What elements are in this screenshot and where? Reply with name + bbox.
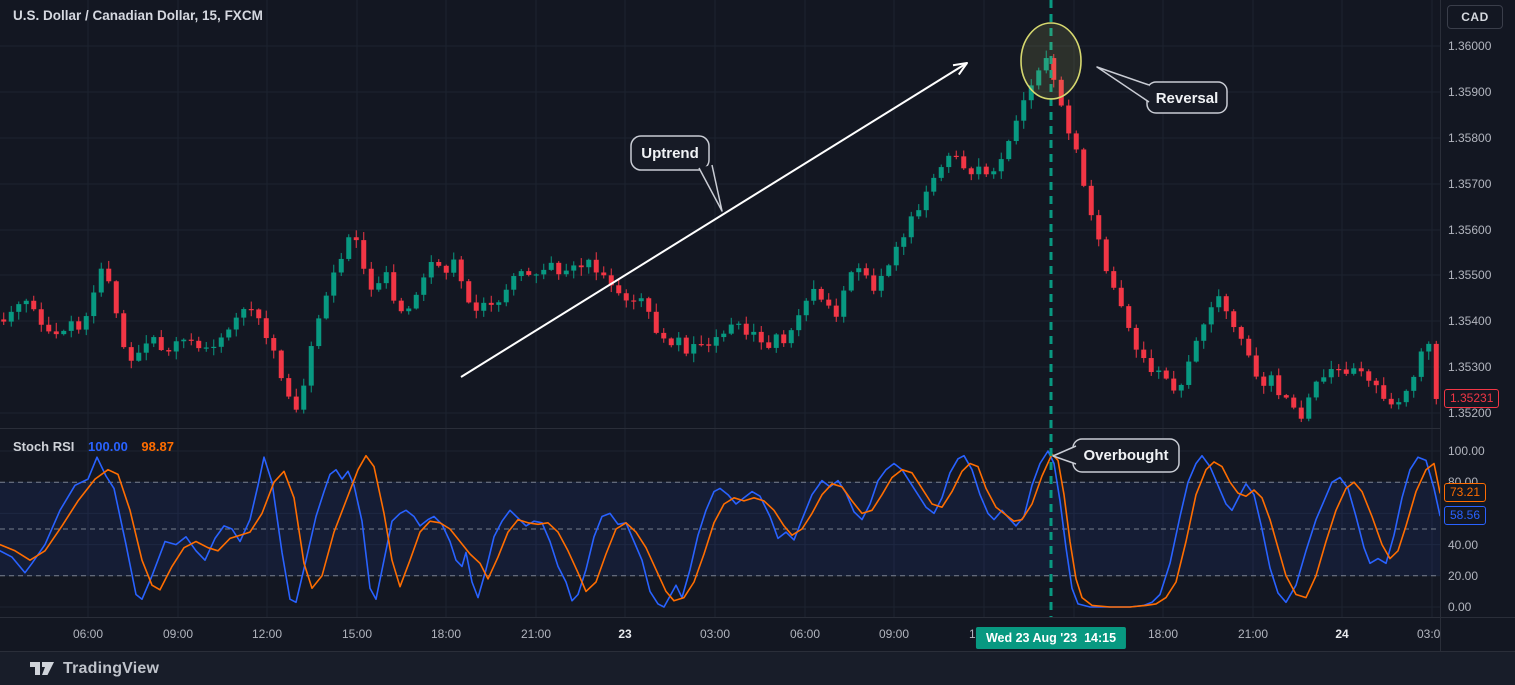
reversal-highlight-ellipse — [1020, 22, 1082, 100]
axis-corner — [1440, 617, 1515, 652]
candlestick-series — [1, 50, 1439, 423]
annotation-overbought-bubble[interactable]: Overbought — [1052, 438, 1180, 473]
rsi-legend-title: Stoch RSI — [13, 439, 75, 454]
reversal-bubble-tail — [1096, 66, 1150, 103]
rsi-k-badge: 58.56 — [1444, 506, 1487, 525]
stoch-rsi-series — [0, 450, 1440, 608]
uptrend-label: Uptrend — [641, 145, 699, 162]
time-axis-label: 06:00 — [72, 627, 104, 641]
time-axis-label: 09:00 — [162, 627, 194, 641]
currency-toggle-button[interactable]: CAD — [1447, 5, 1503, 29]
time-axis-label: 03:00 — [1416, 627, 1440, 641]
time-axis-label: 21:00 — [520, 627, 552, 641]
tradingview-logo-icon[interactable] — [30, 661, 55, 676]
rsi-d-badge: 73.21 — [1444, 483, 1487, 502]
time-axis-label: 12:00 — [251, 627, 283, 641]
uptrend-arrow-line — [460, 62, 968, 378]
overbought-label: Overbought — [1084, 447, 1169, 464]
reversal-label: Reversal — [1156, 90, 1219, 107]
price-axis-label: 1.35800 — [1448, 131, 1492, 145]
price-axis-label: 1.35200 — [1448, 406, 1492, 420]
time-axis-day-label: 24 — [1335, 627, 1349, 641]
annotation-reversal-bubble[interactable]: Reversal — [1096, 66, 1228, 114]
rsi-axis-label: 40.00 — [1448, 538, 1479, 552]
chart-canvas[interactable]: Uptrend Reversal Overbought — [0, 0, 1440, 651]
rsi-d-value: 98.87 — [141, 439, 174, 454]
last-price-badge: 1.35231 — [1444, 389, 1500, 408]
price-axis-label: 1.35300 — [1448, 360, 1492, 374]
pane-divider-main-rsi[interactable] — [0, 428, 1515, 429]
tradingview-brand-text[interactable]: TradingView — [63, 659, 160, 677]
annotation-uptrend-bubble[interactable]: Uptrend — [630, 135, 723, 212]
rsi-axis-label: 100.00 — [1448, 444, 1485, 458]
time-axis-day-label: 23 — [618, 627, 632, 641]
time-axis-label: 06:00 — [789, 627, 821, 641]
uptrend-bubble-tail — [698, 164, 723, 212]
time-axis-label: 15:00 — [341, 627, 373, 641]
price-axis-label: 1.36000 — [1448, 39, 1492, 53]
uptrend-arrow-head — [952, 62, 968, 76]
time-axis-label: 18:00 — [430, 627, 462, 641]
rsi-band — [0, 481, 1440, 577]
chart-drawings — [460, 0, 1082, 617]
price-axis-label: 1.35500 — [1448, 268, 1492, 282]
overbought-bubble-tail — [1052, 445, 1077, 465]
symbol-legend[interactable]: U.S. Dollar / Canadian Dollar, 15, FXCM — [13, 8, 263, 23]
rsi-legend[interactable]: Stoch RSI 100.00 98.87 — [13, 439, 174, 454]
price-axis[interactable]: CAD 1.36000 1.35900 1.35800 1.35700 1.35600 1… — [1440, 0, 1515, 651]
time-axis-label: 18:00 — [1147, 627, 1179, 641]
price-axis-label: 1.35700 — [1448, 177, 1492, 191]
event-time-badge: Wed 23 Aug '23 14:15 — [975, 627, 1127, 649]
time-axis[interactable]: Wed 23 Aug '23 14:15 06:00 09:00 12:00 15:0… — [0, 617, 1440, 652]
rsi-axis-label: 0.00 — [1448, 600, 1472, 614]
rsi-k-value: 100.00 — [88, 439, 128, 454]
symbol-title: U.S. Dollar / Canadian Dollar, 15, FXCM — [13, 8, 263, 23]
time-axis-label: 09:00 — [878, 627, 910, 641]
footer-bar: TradingView — [0, 651, 1515, 685]
time-axis-label: 21:00 — [1237, 627, 1269, 641]
price-axis-label: 1.35400 — [1448, 314, 1492, 328]
time-axis-label: 03:00 — [699, 627, 731, 641]
grid-lines — [0, 0, 1440, 617]
price-axis-label: 1.35900 — [1448, 85, 1492, 99]
rsi-axis-label: 20.00 — [1448, 569, 1479, 583]
price-axis-label: 1.35600 — [1448, 223, 1492, 237]
